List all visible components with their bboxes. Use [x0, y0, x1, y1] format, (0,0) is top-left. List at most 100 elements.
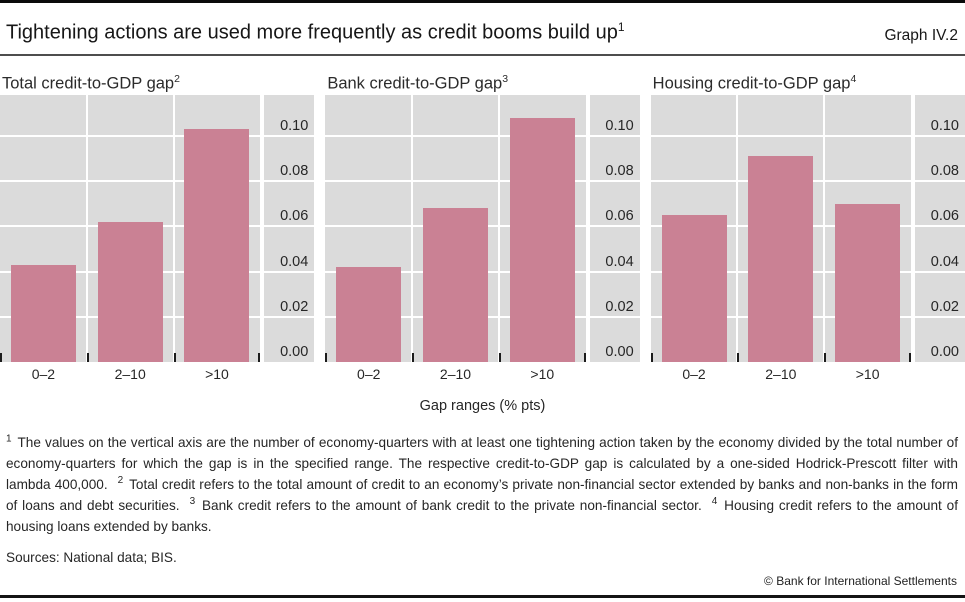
panel-title-superscript: 4 [850, 73, 857, 85]
sources-line: Sources: National data; BIS. [6, 550, 177, 565]
y-axis-tick-label: 0.08 [280, 162, 309, 179]
gridline [264, 134, 315, 137]
x-axis-tick-label: >10 [205, 366, 229, 382]
page-title-superscript: 1 [617, 20, 625, 35]
panel-title-superscript: 3 [502, 73, 509, 85]
category-separator [823, 95, 826, 362]
x-axis-tick-label: >10 [855, 366, 880, 382]
panel-body: 0.00 0.02 0.04 0.06 0.08 0.10 [325, 95, 640, 362]
gridline [264, 225, 315, 228]
y-axis-tick-label: 0.00 [930, 344, 959, 360]
x-axis-tick [824, 353, 827, 362]
panel-body: 0.00 0.02 0.04 0.06 0.08 0.10 [650, 95, 965, 362]
x-axis-tick-label: 0–2 [682, 366, 706, 382]
footnote-text: The values on the vertical axis are the … [6, 435, 958, 492]
y-axis-column: 0.00 0.02 0.04 0.06 0.08 0.10 [914, 95, 965, 362]
gridline [264, 179, 315, 182]
gridline [325, 134, 586, 137]
gridline [589, 179, 640, 182]
x-axis-tick [173, 353, 176, 362]
bar-0–2 [661, 214, 727, 362]
panel-title: Housing credit-to-GDP gap4 [653, 67, 965, 95]
y-axis-tick-label: 0.10 [280, 117, 309, 134]
x-axis-tick-label: >10 [530, 366, 555, 382]
panel-title: Total credit-to-GDP gap2 [2, 67, 314, 95]
y-axis-tick-label: 0.04 [930, 253, 959, 270]
footnote-superscript: 4 [711, 496, 718, 508]
footnote-text: Housing credit refers to the amount of h… [6, 498, 959, 534]
x-axis-tick [325, 353, 328, 362]
header: Tightening actions are used more frequen… [0, 3, 965, 56]
graph-number: Graph IV.2 [884, 27, 958, 44]
y-axis-tick-label: 0.04 [605, 253, 634, 270]
y-axis-column: 0.00 0.02 0.04 0.06 0.08 0.10 [264, 95, 315, 362]
bar->10 [184, 128, 250, 362]
gridline [650, 134, 911, 137]
category-separator [497, 95, 500, 362]
y-axis-tick-label: 0.08 [605, 162, 634, 179]
plot-area [650, 95, 911, 362]
bar-0–2 [10, 264, 76, 362]
x-axis-labels: 0–2 2–10 >10 [0, 366, 314, 382]
y-axis-tick-label: 0.06 [930, 208, 959, 225]
panel-title-text: Bank credit-to-GDP gap [327, 74, 503, 93]
panel-title-superscript: 2 [174, 73, 180, 85]
bar-0–2 [336, 266, 402, 362]
y-axis-tick-label: 0.06 [280, 208, 309, 225]
x-axis-spacer [260, 366, 314, 382]
chart-panel-1: Total credit-to-GDP gap2 0.00 0.02 0.04 0.06… [0, 56, 315, 382]
x-axis-tick [737, 353, 740, 362]
category-separator [736, 95, 739, 362]
category-separator [411, 95, 414, 362]
y-axis-tick-label: 0.02 [605, 298, 634, 315]
x-axis-tick [258, 353, 261, 362]
x-axis-tick [583, 353, 586, 362]
copyright-line: © Bank for International Settlements [764, 574, 957, 588]
y-axis-tick-label: 0.06 [605, 208, 634, 225]
panel-title-text: Total credit-to-GDP gap [2, 74, 175, 93]
bottom-rule [0, 595, 965, 598]
plot-area [325, 95, 586, 362]
gridline [264, 315, 315, 318]
panel-body: 0.00 0.02 0.04 0.06 0.08 0.10 [0, 95, 315, 362]
charts-row: Total credit-to-GDP gap2 0.00 0.02 0.04 0.06… [0, 56, 965, 382]
x-axis-spacer [586, 366, 640, 382]
gridline [914, 225, 965, 228]
x-axis-tick-label: 0–2 [31, 366, 56, 382]
footnote-superscript: 2 [117, 475, 124, 487]
category-separator [172, 95, 175, 362]
y-axis-tick-label: 0.10 [605, 117, 634, 134]
y-axis-tick-label: 0.10 [930, 117, 959, 134]
gridline [589, 315, 640, 318]
y-axis-tick-label: 0.02 [280, 298, 309, 315]
gridline [914, 179, 965, 182]
y-axis-tick-label: 0.02 [930, 298, 959, 315]
x-axis-tick-label: 2–10 [439, 366, 472, 382]
x-axis-labels: 0–2 2–10 >10 [651, 366, 965, 382]
gridline [914, 270, 965, 273]
footnote-superscript: 1 [6, 433, 12, 445]
plot-area [0, 95, 261, 362]
x-axis-labels: 0–2 2–10 >10 [325, 366, 639, 382]
gridline [264, 270, 315, 273]
category-separator [85, 95, 88, 362]
x-axis-tick [412, 353, 415, 362]
x-axis-tick [498, 353, 501, 362]
gridline [589, 134, 640, 137]
footnote-text: Total credit refers to the total amount … [6, 477, 959, 513]
y-axis-column: 0.00 0.02 0.04 0.06 0.08 0.10 [589, 95, 640, 362]
gridline [0, 179, 261, 182]
bar-2–10 [422, 208, 489, 362]
chart-panel-2: Bank credit-to-GDP gap3 0.00 0.02 0.04 0.06 0… [325, 56, 640, 382]
gridline [589, 225, 640, 228]
y-axis-tick-label: 0.00 [280, 344, 309, 360]
footnotes: 1 The values on the vertical axis are th… [6, 432, 958, 537]
top-rule [0, 0, 965, 3]
page-title-text: Tightening actions are used more frequen… [6, 22, 618, 44]
bar-2–10 [97, 221, 163, 362]
x-axis-tick-label: 2–10 [114, 366, 146, 382]
y-axis-tick-label: 0.08 [930, 162, 959, 179]
xaxis-title: Gap ranges (% pts) [419, 398, 546, 414]
bar-2–10 [748, 156, 814, 362]
